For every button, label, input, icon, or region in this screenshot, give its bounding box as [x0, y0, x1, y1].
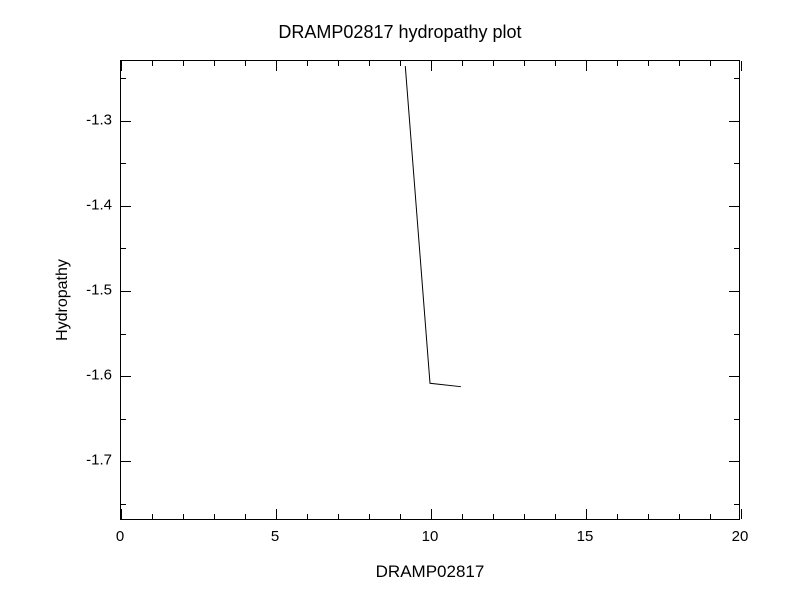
y-tick-label: -1.3 — [62, 111, 112, 128]
y-tick-major — [121, 376, 131, 377]
x-tick-minor — [462, 514, 463, 519]
x-tick-minor — [183, 61, 184, 66]
x-tick-major — [431, 509, 432, 519]
x-tick-major — [276, 509, 277, 519]
x-tick-minor — [617, 514, 618, 519]
x-tick-minor — [369, 61, 370, 66]
x-tick-minor — [679, 61, 680, 66]
x-tick-minor — [152, 514, 153, 519]
x-tick-minor — [214, 514, 215, 519]
x-tick-minor — [183, 514, 184, 519]
x-axis-label: DRAMP02817 — [120, 562, 740, 582]
x-tick-minor — [555, 61, 556, 66]
y-tick-minor — [121, 504, 126, 505]
x-tick-major — [586, 61, 587, 71]
y-tick-minor — [734, 248, 739, 249]
y-tick-major — [729, 206, 739, 207]
y-tick-major — [121, 121, 131, 122]
y-tick-major — [121, 206, 131, 207]
x-tick-minor — [493, 514, 494, 519]
x-tick-minor — [648, 61, 649, 66]
x-tick-minor — [245, 61, 246, 66]
x-tick-major — [741, 509, 742, 519]
data-line — [121, 61, 739, 519]
x-tick-minor — [555, 514, 556, 519]
x-tick-label: 5 — [271, 528, 279, 545]
x-tick-label: 0 — [116, 528, 124, 545]
y-tick-minor — [734, 334, 739, 335]
x-tick-major — [276, 61, 277, 71]
x-tick-minor — [462, 61, 463, 66]
x-tick-minor — [524, 514, 525, 519]
x-tick-minor — [679, 514, 680, 519]
y-tick-major — [121, 461, 131, 462]
x-tick-minor — [400, 514, 401, 519]
y-tick-minor — [121, 78, 126, 79]
x-tick-minor — [369, 514, 370, 519]
y-tick-major — [729, 461, 739, 462]
x-tick-minor — [648, 514, 649, 519]
y-tick-minor — [121, 419, 126, 420]
y-tick-label: -1.6 — [62, 367, 112, 384]
x-tick-label: 10 — [422, 528, 439, 545]
y-tick-minor — [121, 163, 126, 164]
y-tick-label: -1.4 — [62, 196, 112, 213]
y-tick-label: -1.5 — [62, 282, 112, 299]
x-tick-minor — [617, 61, 618, 66]
chart-title: DRAMP02817 hydropathy plot — [0, 22, 800, 43]
y-tick-label: -1.7 — [62, 452, 112, 469]
x-tick-major — [586, 509, 587, 519]
x-tick-minor — [307, 514, 308, 519]
y-tick-minor — [121, 248, 126, 249]
x-tick-minor — [524, 61, 525, 66]
x-tick-minor — [710, 514, 711, 519]
y-tick-major — [121, 291, 131, 292]
y-axis-label: Hydropathy — [54, 259, 72, 341]
y-tick-minor — [121, 334, 126, 335]
x-tick-minor — [152, 61, 153, 66]
x-tick-minor — [338, 61, 339, 66]
x-tick-minor — [307, 61, 308, 66]
y-tick-minor — [734, 78, 739, 79]
y-tick-major — [729, 291, 739, 292]
x-tick-minor — [493, 61, 494, 66]
y-tick-major — [729, 121, 739, 122]
x-tick-minor — [400, 61, 401, 66]
x-tick-major — [741, 61, 742, 71]
x-tick-major — [121, 61, 122, 71]
y-tick-major — [729, 376, 739, 377]
x-tick-minor — [338, 514, 339, 519]
y-tick-minor — [734, 504, 739, 505]
x-tick-major — [431, 61, 432, 71]
plot-area — [120, 60, 740, 520]
y-tick-minor — [734, 419, 739, 420]
x-tick-major — [121, 509, 122, 519]
x-tick-minor — [245, 514, 246, 519]
x-tick-minor — [214, 61, 215, 66]
x-tick-label: 20 — [732, 528, 749, 545]
y-tick-minor — [734, 163, 739, 164]
chart-container: DRAMP02817 hydropathy plot Hydropathy DR… — [0, 0, 800, 600]
x-tick-label: 15 — [577, 528, 594, 545]
x-tick-minor — [710, 61, 711, 66]
